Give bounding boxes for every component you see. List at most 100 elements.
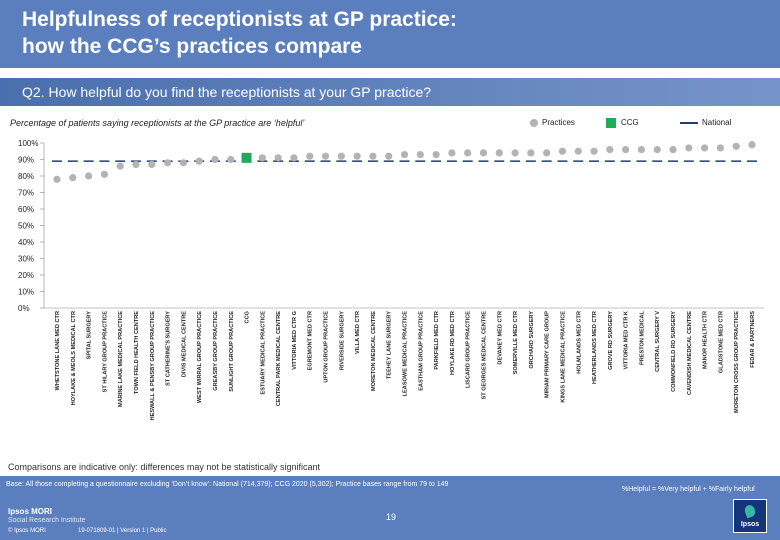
x-tick-label: EGREMONT MED CTR bbox=[308, 311, 314, 370]
chart-legend: Practices CCG National bbox=[530, 116, 775, 130]
x-tick-label: CCG bbox=[245, 311, 251, 323]
practice-point bbox=[669, 146, 677, 154]
x-tick-label: ORCHARD SURGERY bbox=[529, 311, 535, 369]
x-tick-label: MORETON MEDICAL CENTRE bbox=[371, 311, 377, 391]
copyright-text: © Ipsos MORI bbox=[8, 528, 46, 534]
practice-point bbox=[274, 154, 282, 162]
helpfulness-chart: 0% 10% 20% 30% 40% 50% 60% 70% 80% 90% 100% WHETST… bbox=[18, 139, 764, 420]
y-tick-label: 50% bbox=[18, 222, 34, 231]
legend-practices-label: Practices bbox=[542, 118, 575, 127]
x-tick-label: WEST WIRRAL GROUP PRACTICE bbox=[197, 311, 203, 403]
practice-point bbox=[464, 149, 472, 157]
practice-point bbox=[369, 152, 377, 160]
practice-point bbox=[321, 152, 330, 160]
x-tick-label: MORETON CROSS GROUP PRACTICE bbox=[734, 311, 740, 413]
x-tick-label: SOMERVILLE MED CTR bbox=[513, 311, 519, 374]
practice-point bbox=[416, 150, 424, 159]
x-tick-label: GLADSTONE MED CTR bbox=[718, 311, 724, 373]
x-tick-label: CENTRAL SURGERY V bbox=[655, 311, 661, 372]
practice-point bbox=[590, 147, 598, 155]
question-bar: Q2. How helpful do you find the receptio… bbox=[0, 78, 780, 106]
practice-point bbox=[132, 160, 140, 169]
x-tick-label: DEVANEY MED CTR bbox=[497, 311, 503, 365]
y-tick-label: 60% bbox=[18, 205, 34, 214]
x-tick-label: DIVIS MEDICAL CENTRE bbox=[181, 311, 187, 377]
practice-point bbox=[479, 149, 488, 157]
footer-bar: Base: All those completing a questionnai… bbox=[0, 476, 780, 540]
practice-point bbox=[701, 144, 709, 152]
practice-point bbox=[258, 154, 266, 162]
practice-point bbox=[100, 170, 108, 178]
page-number: 19 bbox=[385, 512, 396, 522]
practice-point bbox=[227, 155, 235, 164]
practice-point bbox=[748, 141, 756, 149]
x-tick-label: FEDAR & PARTNERS bbox=[750, 311, 756, 368]
x-axis-labels: WHETSTONE LANE MED CTR HOYLAKE & MEOLS ME… bbox=[55, 310, 756, 420]
x-tick-label: ST GEORGES MEDICAL CENTRE bbox=[481, 311, 487, 400]
x-tick-label: EASTHAM GROUP PRACTICE bbox=[418, 311, 424, 391]
practice-point bbox=[306, 152, 314, 160]
practice-point bbox=[148, 160, 156, 169]
practice-point bbox=[574, 147, 582, 155]
header-banner: Helpfulness of receptionists at GP pract… bbox=[0, 0, 780, 68]
practice-point bbox=[622, 146, 630, 154]
practice-point bbox=[495, 149, 503, 157]
practice-point bbox=[558, 147, 567, 155]
x-tick-label: HESWALL & PENSBY GROUP PRACTICE bbox=[150, 311, 156, 421]
x-tick-label: VITTORIA MED CTR G bbox=[292, 311, 298, 370]
x-tick-label: ST CATHERINE'S SURGERY bbox=[166, 311, 172, 386]
title-line-2: how the CCG’s practices compare bbox=[22, 35, 362, 58]
x-tick-label: CENTRAL PARK MEDICAL CENTRE bbox=[276, 311, 282, 406]
practice-point bbox=[163, 159, 172, 167]
practice-point bbox=[69, 174, 77, 182]
x-tick-label: ST HILARY GROUP PRACTICE bbox=[102, 311, 108, 393]
y-tick-label: 40% bbox=[18, 238, 34, 247]
y-tick-label: 80% bbox=[18, 172, 34, 181]
practice-point bbox=[353, 152, 361, 160]
practice-point bbox=[211, 155, 219, 164]
x-tick-label: TEEHEY LANE SURGERY bbox=[387, 311, 393, 379]
x-tick-label: COMMONFIELD RD SURGERY bbox=[671, 311, 677, 392]
practice-points bbox=[53, 141, 756, 183]
x-tick-label: ESTUARY MEDICAL PRACTICE bbox=[260, 311, 266, 395]
practice-point bbox=[448, 149, 456, 157]
x-tick-label: MARINE LAKE MEDICAL PRACTICE bbox=[118, 311, 124, 407]
practice-point bbox=[432, 150, 440, 159]
x-tick-label: PRESTON MEDICAL bbox=[639, 310, 645, 365]
y-tick-label: 100% bbox=[18, 139, 38, 148]
practice-point bbox=[337, 152, 345, 160]
comparisons-note: Comparisons are indicative only: differe… bbox=[8, 462, 320, 472]
practice-point bbox=[511, 149, 519, 157]
legend-national-label: National bbox=[702, 118, 732, 127]
practice-point bbox=[732, 142, 740, 150]
practice-point bbox=[716, 144, 725, 152]
practice-point bbox=[543, 149, 551, 157]
helpful-definition: %Helpful = %Very helpful + %Fairly helpf… bbox=[622, 486, 755, 493]
practice-point bbox=[653, 146, 661, 154]
x-tick-label: HOYLAKE & MEOLS MEDICAL CTR bbox=[71, 311, 77, 405]
x-tick-label: HEATHERLANDS MED CTR bbox=[592, 311, 598, 384]
legend-national-marker bbox=[680, 122, 698, 124]
practice-point bbox=[195, 157, 203, 165]
x-tick-label: TOWN FIELD HEALTH CENTRE bbox=[134, 311, 140, 394]
x-tick-label: MANOR HEALTH CTR bbox=[703, 311, 709, 369]
logo-text: Ipsos bbox=[740, 521, 760, 528]
practice-point bbox=[84, 172, 93, 180]
y-tick-label: 10% bbox=[18, 288, 34, 297]
practice-point bbox=[290, 154, 298, 162]
x-tick-label: GROVE RD SURGERY bbox=[608, 311, 614, 370]
x-tick-label: HOLMLANDS MED CTR bbox=[576, 311, 582, 374]
chart-subtitle: Percentage of patients saying receptioni… bbox=[10, 118, 305, 128]
logo-leaf-icon bbox=[743, 503, 757, 519]
practice-point bbox=[685, 144, 693, 152]
y-tick-label: 0% bbox=[18, 304, 30, 313]
practice-point bbox=[606, 146, 614, 154]
x-tick-label: LISCARD GROUP PRACTICE bbox=[466, 311, 472, 388]
brand-subtitle: Social Research Institute bbox=[8, 517, 86, 524]
x-tick-label: SUNLIGHT GROUP PRACTICE bbox=[229, 311, 235, 392]
x-tick-label: HOYLAKE RD MED CTR bbox=[450, 311, 456, 375]
base-text: Base: All those completing a questionnai… bbox=[6, 481, 449, 488]
x-tick-label: SPITAL SURGERY bbox=[87, 311, 93, 360]
y-tick-label: 20% bbox=[18, 271, 34, 280]
x-tick-label: WHETSTONE LANE MED CTR bbox=[55, 311, 61, 390]
